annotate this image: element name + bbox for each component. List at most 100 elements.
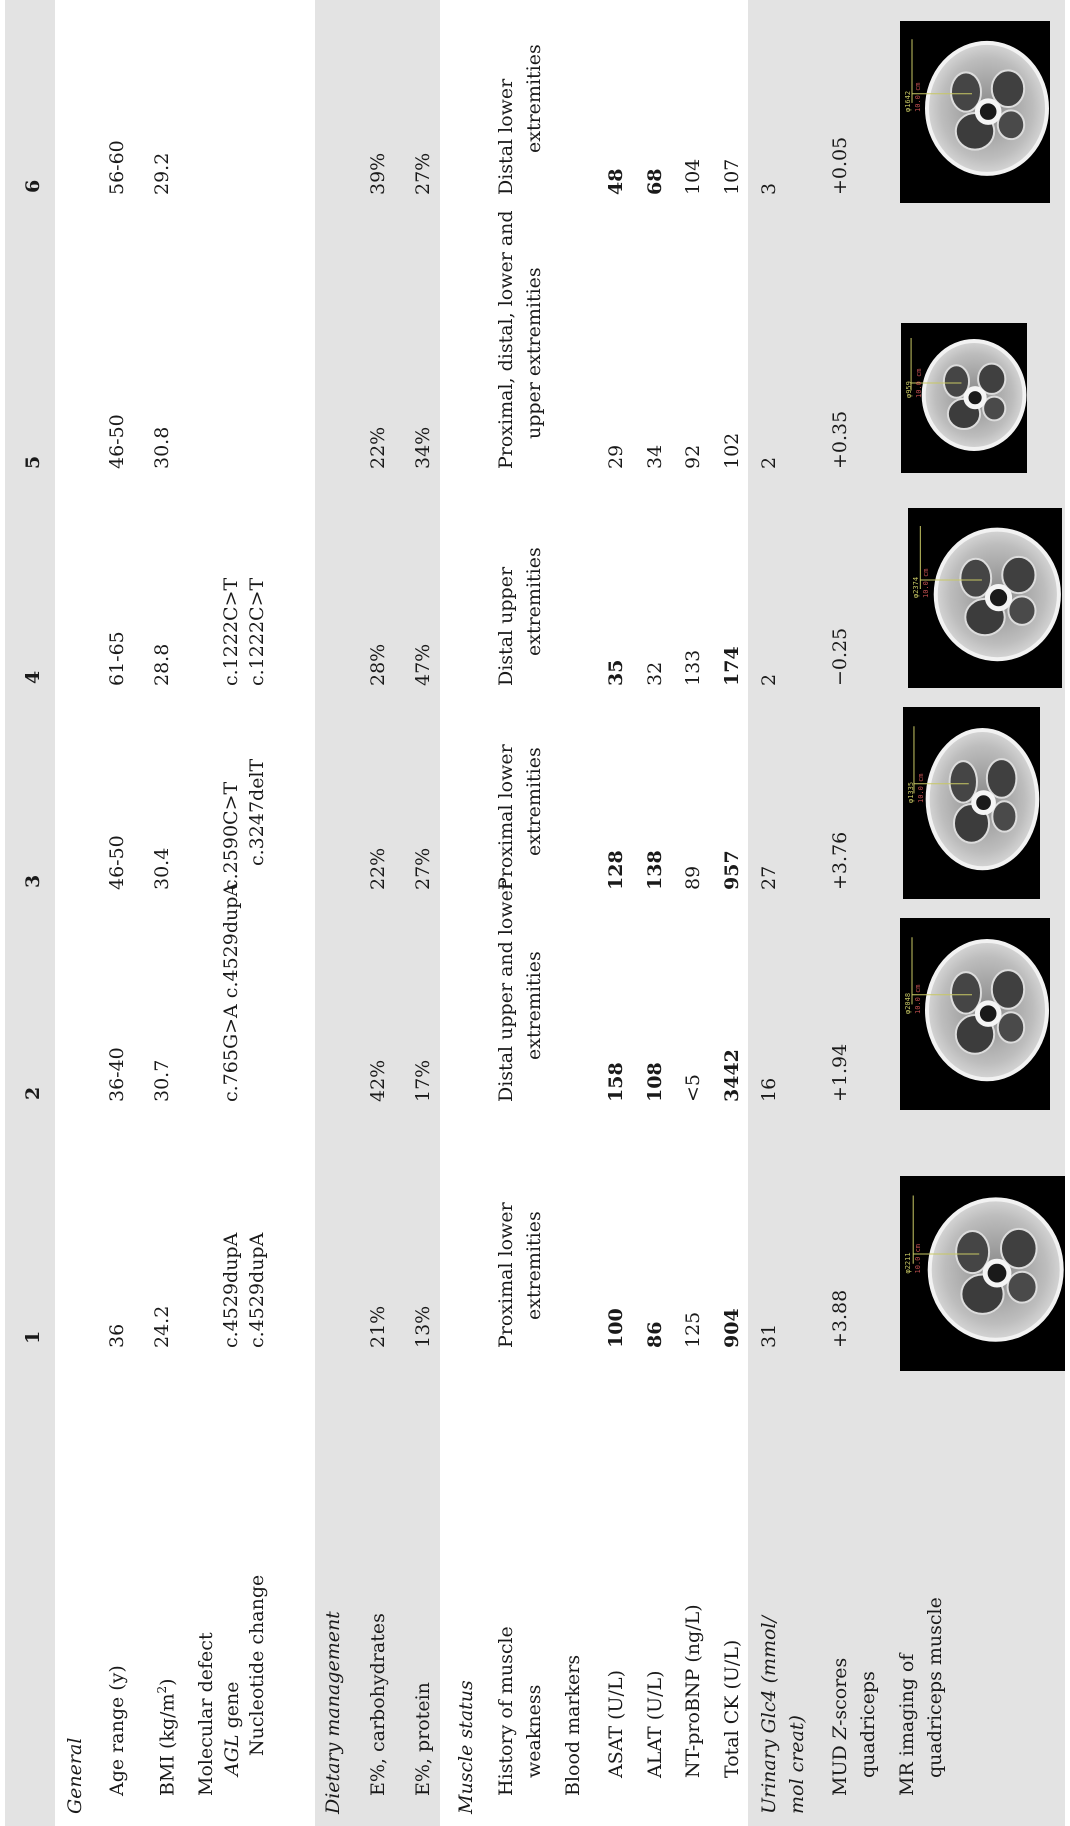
cell-alat-4: 32 bbox=[644, 661, 666, 686]
cell-asat-1: 100 bbox=[605, 1308, 627, 1348]
cell-glc4-4: 2 bbox=[758, 673, 780, 686]
row-label-glc4-1: Urinary Glc4 (mmol/ bbox=[758, 1616, 780, 1814]
cell-mud-5: +0.35 bbox=[829, 410, 851, 469]
cell-asat-3: 128 bbox=[605, 850, 627, 890]
row-label-bmi: BMI (kg/m2) bbox=[155, 1678, 179, 1796]
mri-scale-4: 10.0 cm bbox=[922, 568, 930, 598]
mri-scale-5: 10.0 cm bbox=[915, 368, 923, 398]
row-label-agl-gene: AGL gene bbox=[221, 1681, 243, 1776]
header-band bbox=[5, 0, 55, 1826]
cell-bmi-6: 29.2 bbox=[151, 152, 173, 195]
cell-age-4: 61-65 bbox=[106, 631, 128, 686]
cell-alat-6: 68 bbox=[644, 168, 666, 195]
cell-carb-3: 22% bbox=[367, 847, 389, 890]
cell-glc4-1: 31 bbox=[758, 1323, 780, 1348]
cell-nucleotide-2-3: c.3247delT bbox=[246, 758, 268, 866]
section-muscle: Muscle status bbox=[455, 1680, 477, 1814]
cell-ntprobnp-3: 89 bbox=[682, 865, 704, 890]
row-label-mud-1: MUD Z-scores bbox=[829, 1657, 851, 1796]
cell-ck-4: 174 bbox=[721, 646, 743, 686]
cell-history-1-3: Proximal lower bbox=[495, 744, 517, 890]
mri-image-3: φ1335 10.0 cm bbox=[903, 707, 1040, 899]
column-header-4: 4 bbox=[22, 670, 44, 684]
row-label-molecular: Molecular defect bbox=[195, 1632, 217, 1796]
row-label-mud-2: quadriceps bbox=[857, 1671, 879, 1778]
cell-mud-2: +1.94 bbox=[829, 1043, 851, 1102]
cell-alat-2: 108 bbox=[644, 1062, 666, 1102]
cell-bmi-4: 28.8 bbox=[151, 643, 173, 686]
cell-asat-6: 48 bbox=[605, 168, 627, 195]
cell-glc4-3: 27 bbox=[758, 865, 780, 890]
cell-bmi-5: 30.8 bbox=[151, 426, 173, 469]
row-label-mr-2: quadriceps muscle bbox=[924, 1597, 946, 1778]
cell-history-2-6: extremities bbox=[523, 44, 545, 153]
cell-protein-5: 34% bbox=[412, 426, 434, 469]
cell-carb-4: 28% bbox=[367, 643, 389, 686]
column-header-6: 6 bbox=[22, 179, 44, 193]
cell-ck-1: 904 bbox=[721, 1308, 743, 1348]
mri-label-2: φ2048 bbox=[904, 992, 912, 1014]
mri-image-4: φ2374 10.0 cm bbox=[908, 508, 1062, 688]
row-label-age: Age range (y) bbox=[106, 1665, 128, 1796]
row-label-history-2: weakness bbox=[523, 1684, 545, 1778]
dietary-band bbox=[315, 0, 440, 1826]
cell-carb-6: 39% bbox=[367, 152, 389, 195]
cell-mud-4: −0.25 bbox=[829, 627, 851, 686]
mri-label-4: φ2374 bbox=[912, 576, 920, 598]
cell-ntprobnp-5: 92 bbox=[682, 444, 704, 469]
cell-bmi-3: 30.4 bbox=[151, 847, 173, 890]
mri-scale-1: 10.0 cm bbox=[914, 1243, 922, 1274]
cell-history-2-3: extremities bbox=[523, 747, 545, 856]
cell-history-2-4: extremities bbox=[523, 547, 545, 656]
cell-history-1-4: Distal upper bbox=[495, 566, 517, 686]
cell-protein-6: 27% bbox=[412, 152, 434, 195]
cell-asat-2: 158 bbox=[605, 1062, 627, 1102]
cell-history-2-2: extremities bbox=[523, 951, 545, 1060]
cell-age-3: 46-50 bbox=[106, 835, 128, 890]
cell-mud-6: +0.05 bbox=[829, 136, 851, 195]
cell-history-1-2: Distal upper and lower bbox=[495, 881, 517, 1102]
cell-alat-3: 138 bbox=[644, 850, 666, 890]
row-label-nucleotide: Nucleotide change bbox=[246, 1574, 268, 1756]
glc4-band bbox=[748, 0, 1065, 1826]
cell-age-2: 36-40 bbox=[106, 1047, 128, 1102]
column-header-2: 2 bbox=[22, 1086, 44, 1100]
cell-ck-2: 3442 bbox=[721, 1049, 743, 1102]
mri-image-1: φ2211 10.0 cm bbox=[900, 1176, 1065, 1371]
cell-ck-5: 102 bbox=[721, 432, 743, 469]
cell-protein-3: 27% bbox=[412, 847, 434, 890]
cell-ntprobnp-6: 104 bbox=[682, 158, 704, 195]
mri-label-1: φ2211 bbox=[904, 1252, 912, 1274]
cell-glc4-2: 16 bbox=[758, 1077, 780, 1102]
cell-nucleotide-2-1: c.4529dupA bbox=[246, 1232, 268, 1348]
cell-age-6: 56-60 bbox=[106, 140, 128, 195]
cell-ck-6: 107 bbox=[721, 158, 743, 195]
mri-label-3: φ1335 bbox=[907, 781, 915, 803]
cell-nucleotide-2-4: c.1222C>T bbox=[246, 577, 268, 686]
column-header-1: 1 bbox=[22, 1330, 44, 1344]
cell-bmi-2: 30.7 bbox=[151, 1059, 173, 1102]
section-dietary: Dietary management bbox=[322, 1611, 344, 1814]
section-general: General bbox=[64, 1737, 86, 1814]
cell-mud-1: +3.88 bbox=[829, 1289, 851, 1348]
cell-asat-4: 35 bbox=[605, 659, 627, 686]
row-label-protein: E%, protein bbox=[412, 1682, 434, 1796]
cell-ck-3: 957 bbox=[721, 850, 743, 890]
row-label-ck: Total CK (U/L) bbox=[721, 1639, 743, 1778]
cell-protein-2: 17% bbox=[412, 1059, 434, 1102]
row-label-mr-1: MR imaging of bbox=[896, 1653, 918, 1796]
row-label-ntprobnp: NT-proBNP (ng/L) bbox=[682, 1604, 704, 1778]
row-label-history-1: History of muscle bbox=[495, 1626, 517, 1796]
row-label-alat: ALAT (U/L) bbox=[644, 1670, 666, 1778]
cell-alat-1: 86 bbox=[644, 1321, 666, 1348]
cell-ntprobnp-2: <5 bbox=[682, 1073, 704, 1102]
cell-history-2-5: upper extremities bbox=[523, 267, 545, 439]
cell-protein-4: 47% bbox=[412, 643, 434, 686]
cell-nucleotide-1-1: c.4529dupA bbox=[220, 1232, 242, 1348]
cell-history-1-5: Proximal, distal, lower and bbox=[495, 210, 517, 469]
mri-label-5: φ959 bbox=[905, 381, 913, 398]
cell-glc4-6: 3 bbox=[758, 182, 780, 195]
cell-alat-5: 34 bbox=[644, 444, 666, 469]
cell-carb-1: 21% bbox=[367, 1305, 389, 1348]
